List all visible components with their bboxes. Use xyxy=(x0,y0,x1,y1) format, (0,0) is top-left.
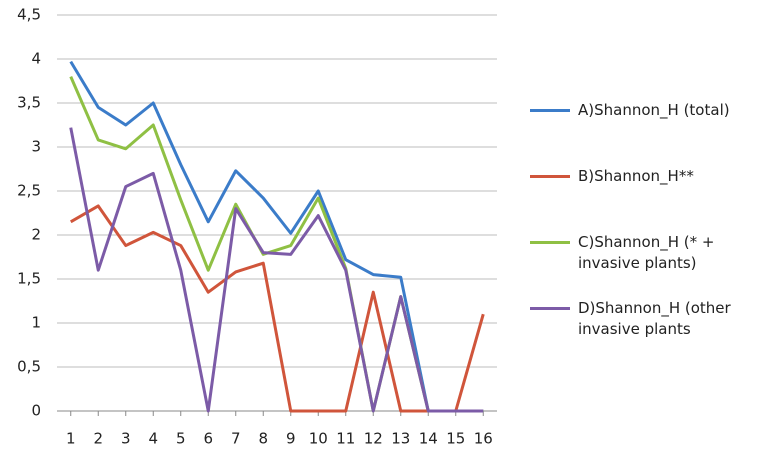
y-tick-label: 3 xyxy=(31,138,41,156)
legend-label: B)Shannon_H** xyxy=(578,167,694,185)
y-tick-label: 1,5 xyxy=(17,270,41,288)
legend-item: B)Shannon_H** xyxy=(530,166,770,232)
x-tick-label: 16 xyxy=(474,430,493,448)
x-tick-label: 2 xyxy=(93,430,103,448)
y-tick-label: 0 xyxy=(31,402,41,420)
x-tick-label: 3 xyxy=(121,430,131,448)
series-line xyxy=(69,60,484,413)
legend-label: C)Shannon_H (* + invasive plants) xyxy=(578,233,715,272)
y-tick-label: 3,5 xyxy=(17,94,41,112)
x-tick-label: 8 xyxy=(258,430,268,448)
series-line xyxy=(69,127,484,413)
x-tick-label: 4 xyxy=(148,430,158,448)
x-tick-label: 1 xyxy=(66,430,76,448)
y-tick-label: 2 xyxy=(31,226,41,244)
y-tick-label: 0,5 xyxy=(17,358,41,376)
x-tick-label: 11 xyxy=(336,430,355,448)
x-tick-label: 15 xyxy=(446,430,465,448)
x-tick-label: 5 xyxy=(176,430,186,448)
legend-swatch xyxy=(530,241,570,244)
legend-item: C)Shannon_H (* + invasive plants) xyxy=(530,232,770,298)
legend-label: A)Shannon_H (total) xyxy=(578,101,730,119)
x-tick-label: 9 xyxy=(286,430,296,448)
y-tick-label: 1 xyxy=(31,314,41,332)
x-tick-label: 10 xyxy=(309,430,328,448)
x-tick-label: 14 xyxy=(419,430,438,448)
legend-item: D)Shannon_H (other invasive plants xyxy=(530,298,770,364)
y-tick-label: 4 xyxy=(31,50,41,68)
legend-swatch xyxy=(530,307,570,310)
legend-swatch xyxy=(530,175,570,178)
x-tick-label: 7 xyxy=(231,430,241,448)
x-tick-label: 12 xyxy=(364,430,383,448)
series-line xyxy=(70,204,485,413)
y-tick-label: 4,5 xyxy=(17,6,41,24)
x-tick-label: 6 xyxy=(203,430,213,448)
plot: 00,511,522,533,544,51 2 3 4 5 6 7 8 9 10 11 12 13 14 1… xyxy=(17,6,497,448)
x-tick-label: 13 xyxy=(391,430,410,448)
y-tick-label: 2,5 xyxy=(17,182,41,200)
legend-item: A)Shannon_H (total) xyxy=(530,100,770,166)
legend-label: D)Shannon_H (other invasive plants xyxy=(578,299,731,338)
legend: A)Shannon_H (total) B)Shannon_H** C)Shanno… xyxy=(530,100,770,364)
legend-swatch xyxy=(530,109,570,112)
